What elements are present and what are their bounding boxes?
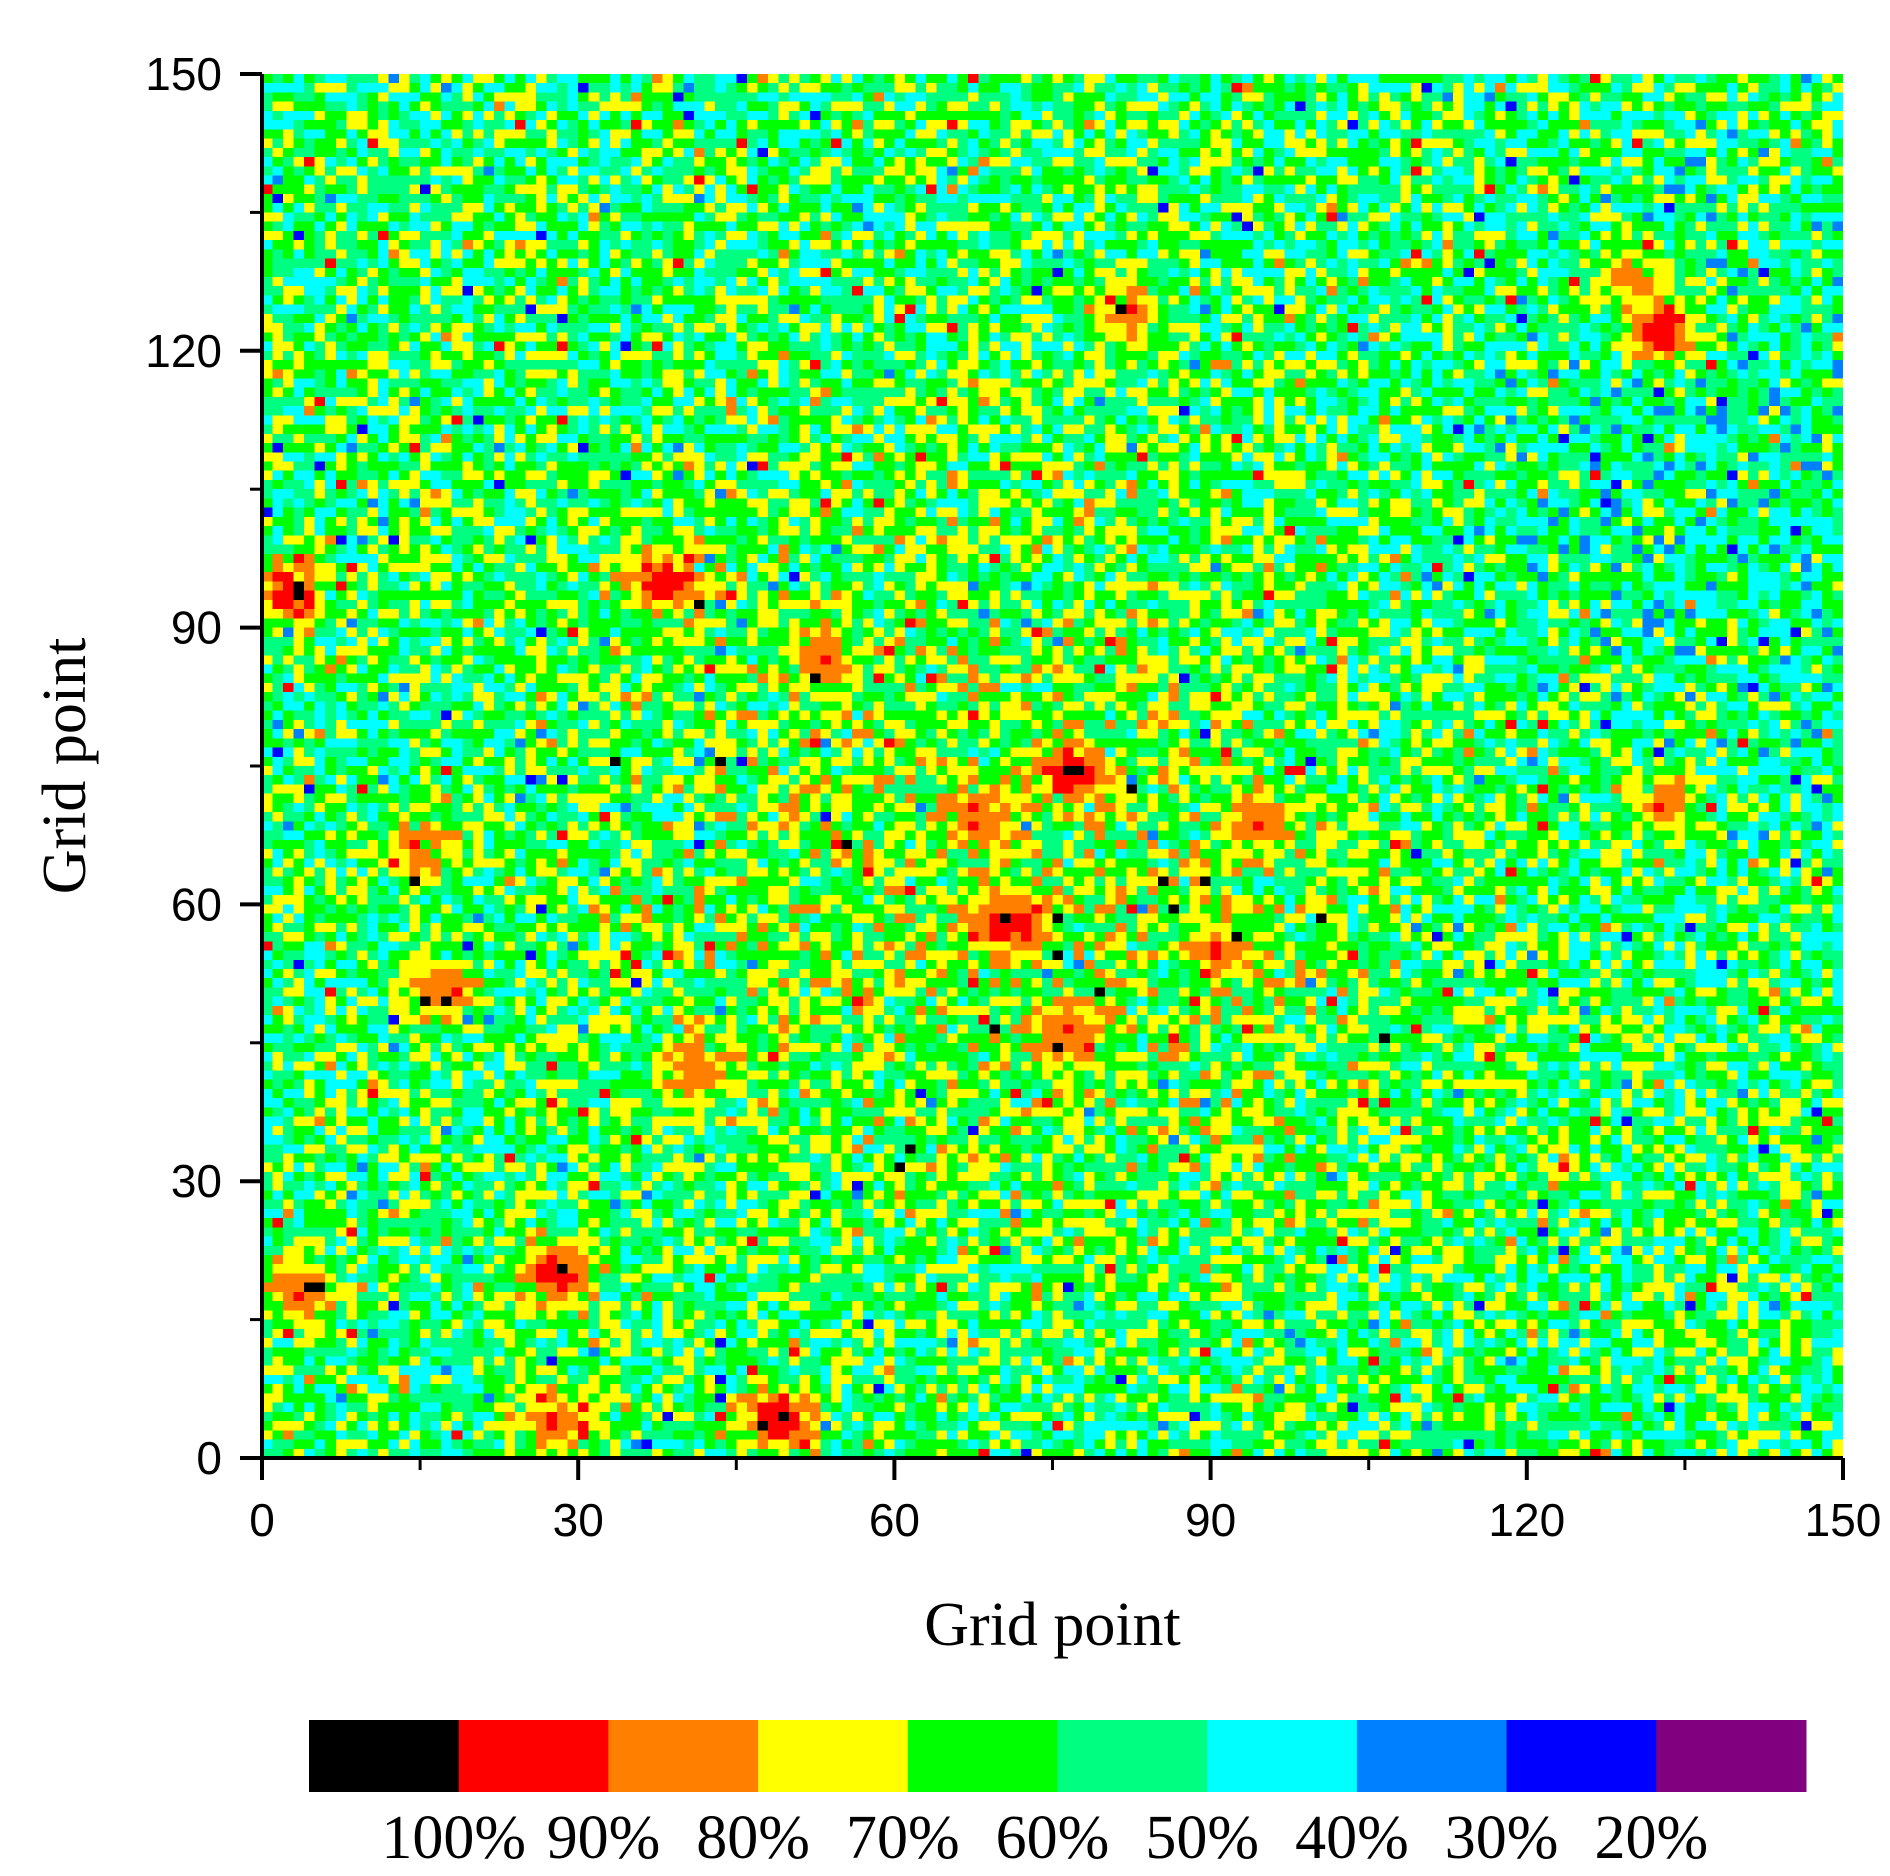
colorbar-swatch	[309, 1720, 460, 1792]
colorbar-label: 40%	[1295, 1804, 1409, 1872]
axes	[240, 72, 1845, 1480]
colorbar-label: 80%	[696, 1804, 810, 1872]
x-tick-label: 90	[1185, 1494, 1236, 1546]
colorbar-swatch	[1207, 1720, 1358, 1792]
colorbar-label: 100%	[381, 1804, 526, 1872]
y-tick-label: 90	[171, 602, 222, 654]
y-tick-label: 0	[196, 1432, 222, 1484]
colorbar-label: 30%	[1445, 1804, 1559, 1872]
x-tick-label: 60	[869, 1494, 920, 1546]
x-tick-label: 0	[249, 1494, 275, 1546]
x-tick-label: 150	[1805, 1494, 1882, 1546]
colorbar-swatch	[758, 1720, 909, 1792]
x-tick-labels: 0 30 60 90 120 150	[249, 1494, 1881, 1546]
y-tick-label: 30	[171, 1155, 222, 1207]
colorbar-swatch	[1656, 1720, 1807, 1792]
y-axis-title: Grid point	[31, 638, 99, 895]
colorbar-swatch	[907, 1720, 1058, 1792]
y-tick-label: 150	[145, 48, 222, 100]
colorbar-label: 20%	[1594, 1804, 1708, 1872]
x-tick-label: 120	[1488, 1494, 1565, 1546]
colorbar-swatch	[458, 1720, 609, 1792]
colorbar-swatch	[1057, 1720, 1208, 1792]
colorbar-legend: 100% 90% 80% 70% 60% 50% 40% 30% 20%	[309, 1720, 1807, 1872]
colorbar-swatch	[1506, 1720, 1657, 1792]
colorbar-label: 90%	[547, 1804, 661, 1872]
heatmap-cells	[262, 74, 1843, 1458]
colorbar-label: 60%	[996, 1804, 1110, 1872]
y-tick-labels: 0 30 60 90 120 150	[145, 48, 222, 1484]
x-tick-label: 30	[553, 1494, 604, 1546]
colorbar-swatch	[1356, 1720, 1508, 1792]
x-axis-title: Grid point	[924, 1591, 1181, 1659]
heatmap-image	[262, 74, 1843, 1458]
colorbar-swatch	[608, 1720, 759, 1792]
y-tick-label: 120	[145, 325, 222, 377]
colorbar-label: 50%	[1145, 1804, 1259, 1872]
y-tick-label: 60	[171, 878, 222, 930]
colorbar-label: 70%	[846, 1804, 960, 1872]
